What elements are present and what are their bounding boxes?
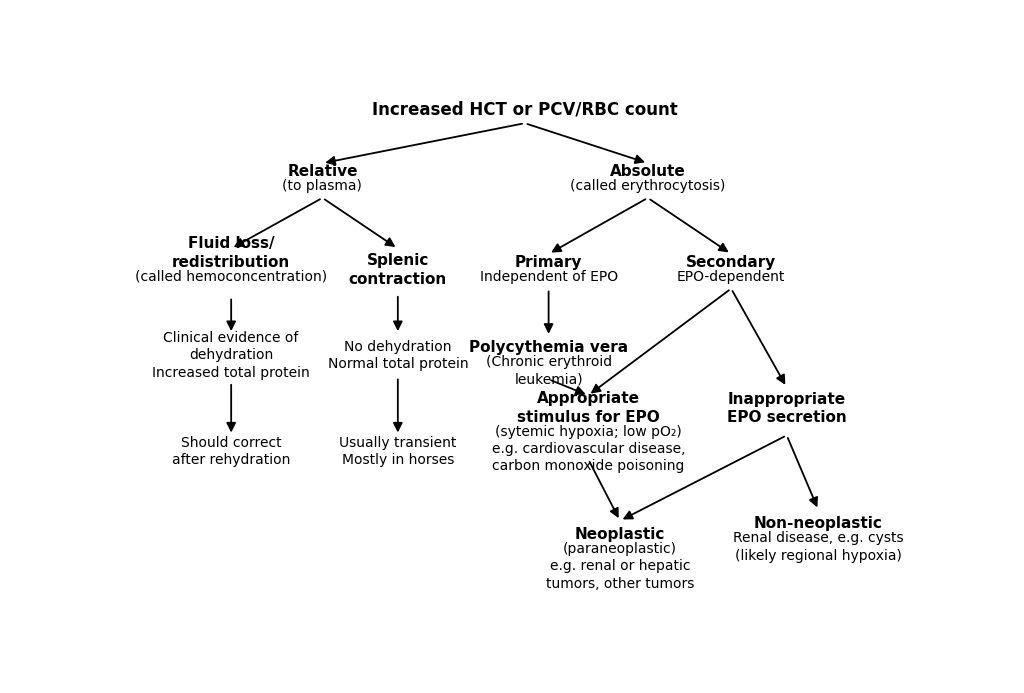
Text: Appropriate
stimulus for EPO: Appropriate stimulus for EPO: [517, 391, 659, 425]
Text: (to plasma): (to plasma): [283, 179, 362, 193]
Text: Clinical evidence of
dehydration
Increased total protein: Clinical evidence of dehydration Increas…: [153, 331, 310, 380]
Text: Neoplastic: Neoplastic: [574, 527, 666, 542]
Text: (called erythrocytosis): (called erythrocytosis): [570, 179, 725, 193]
Text: Primary: Primary: [515, 255, 583, 270]
Text: EPO-dependent: EPO-dependent: [677, 270, 785, 284]
Text: Non-neoplastic: Non-neoplastic: [754, 516, 883, 532]
Text: Should correct
after rehydration: Should correct after rehydration: [172, 436, 291, 467]
Text: Inappropriate
EPO secretion: Inappropriate EPO secretion: [727, 392, 847, 426]
Text: Polycythemia vera: Polycythemia vera: [469, 340, 628, 356]
Text: (called hemoconcentration): (called hemoconcentration): [135, 270, 328, 284]
Text: Renal disease, e.g. cysts
(likely regional hypoxia): Renal disease, e.g. cysts (likely region…: [733, 532, 904, 563]
Text: Relative: Relative: [287, 164, 357, 179]
Text: Splenic
contraction: Splenic contraction: [349, 253, 446, 287]
Text: (Chronic erythroid
leukemia): (Chronic erythroid leukemia): [485, 356, 611, 387]
Text: No dehydration
Normal total protein: No dehydration Normal total protein: [328, 340, 468, 371]
Text: Usually transient
Mostly in horses: Usually transient Mostly in horses: [339, 436, 457, 467]
Text: (paraneoplastic)
e.g. renal or hepatic
tumors, other tumors: (paraneoplastic) e.g. renal or hepatic t…: [546, 542, 694, 590]
Text: Secondary: Secondary: [686, 255, 776, 270]
Text: (sytemic hypoxia; low pO₂)
e.g. cardiovascular disease,
carbon monoxide poisonin: (sytemic hypoxia; low pO₂) e.g. cardiova…: [492, 425, 685, 473]
Text: Increased HCT or PCV/RBC count: Increased HCT or PCV/RBC count: [372, 101, 678, 119]
Text: Absolute: Absolute: [610, 164, 686, 179]
Text: Fluid loss/
redistribution: Fluid loss/ redistribution: [172, 236, 290, 270]
Text: Independent of EPO: Independent of EPO: [479, 270, 617, 284]
